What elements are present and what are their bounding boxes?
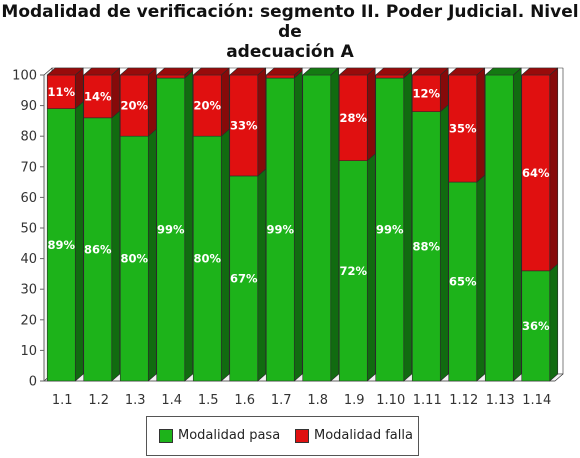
data-label-pasa: 89% — [47, 238, 75, 252]
data-label-falla: 28% — [339, 111, 367, 125]
bar-segment-pasa-side — [549, 263, 559, 382]
data-label-falla: 14% — [84, 89, 112, 103]
x-tick-label: 1.3 — [125, 393, 146, 408]
bar-segment-pasa-side — [293, 70, 303, 382]
x-tick-label: 1.6 — [234, 393, 255, 408]
bar-segment-falla-top — [265, 67, 303, 76]
bar-segment-pasa-top — [302, 67, 340, 76]
bar-segment-pasa-side — [439, 104, 449, 382]
bar-segment-falla-side — [147, 67, 157, 137]
bar-segment-falla-top — [448, 67, 486, 76]
bar-segment-falla-side — [439, 67, 449, 113]
x-tick-label: 1.7 — [271, 393, 292, 408]
bar-segment-pasa-side — [147, 128, 157, 382]
bar-segment-pasa-side — [512, 67, 522, 382]
bar-segment-falla — [156, 74, 186, 79]
data-label-falla: 11% — [47, 85, 75, 99]
data-label-pasa: 67% — [230, 271, 258, 285]
bar-segment-falla-top — [411, 67, 449, 76]
y-tick-label: 10 — [20, 344, 37, 359]
bar-segment-falla-top — [119, 67, 157, 76]
y-tick-label: 60 — [20, 191, 37, 206]
bar-segment-falla-top — [338, 67, 376, 76]
y-tick-label: 80 — [20, 130, 37, 145]
y-tick-label: 50 — [20, 222, 37, 237]
data-label-falla: 12% — [412, 86, 440, 100]
bar-segment-pasa-side — [476, 174, 486, 382]
x-tick-label: 1.12 — [449, 393, 478, 408]
legend-swatch-pasa — [159, 429, 173, 443]
bar-segment-falla-top — [192, 67, 230, 76]
x-tick-label: 1.4 — [161, 393, 182, 408]
data-label-pasa: 72% — [339, 264, 367, 278]
bar-segment-pasa-side — [111, 110, 121, 382]
bar-segment-falla-top — [229, 67, 267, 76]
bar-segment-pasa-side — [330, 67, 340, 382]
data-label-pasa: 86% — [84, 242, 112, 256]
bar-segment-falla-top — [83, 67, 121, 76]
x-tick-label: 1.9 — [344, 393, 365, 408]
chart-title-line-2: adecuación A — [226, 42, 354, 62]
y-tick-label: 30 — [20, 283, 37, 298]
legend-label-falla: Modalidad falla — [314, 428, 413, 443]
x-tick-label: 1.1 — [52, 393, 73, 408]
data-label-falla: 20% — [193, 99, 221, 113]
legend-swatch-falla — [295, 429, 309, 443]
bar-segment-pasa-side — [257, 168, 267, 382]
data-label-falla: 64% — [522, 166, 550, 180]
y-tick-label: 0 — [29, 375, 37, 390]
bar-segment-falla-top — [156, 67, 194, 76]
data-label-pasa: 88% — [412, 239, 440, 253]
x-tick-label: 1.5 — [198, 393, 219, 408]
data-label-pasa: 65% — [449, 275, 477, 289]
bar-segment-falla-top — [521, 67, 559, 76]
legend: Modalidad pasa Modalidad falla — [146, 416, 419, 456]
bar-segment-falla-side — [549, 67, 559, 272]
bar-segment-falla-side — [366, 67, 376, 161]
data-label-falla: 35% — [449, 122, 477, 136]
bar-segment-falla-side — [257, 67, 267, 177]
bar-segment-falla — [375, 74, 405, 79]
y-tick-label: 100 — [12, 69, 37, 84]
data-label-pasa: 99% — [157, 223, 185, 237]
x-tick-label: 1.8 — [307, 393, 328, 408]
bar-segment-pasa — [302, 74, 332, 382]
bar-segment-pasa-side — [220, 128, 230, 382]
data-label-pasa: 36% — [522, 319, 550, 333]
bar-segment-pasa-side — [366, 153, 376, 382]
data-label-pasa: 80% — [193, 252, 221, 266]
bar-segment-pasa-top — [484, 67, 522, 76]
bar-segment-falla-top — [46, 67, 84, 76]
chart-title: Modalidad de verificación: segmento II. … — [0, 2, 580, 62]
data-label-falla: 20% — [120, 99, 148, 113]
legend-label-pasa: Modalidad pasa — [178, 428, 281, 443]
x-tick-label: 1.11 — [413, 393, 442, 408]
data-label-pasa: 80% — [120, 252, 148, 266]
y-tick-label: 90 — [20, 99, 37, 114]
x-tick-label: 1.2 — [88, 393, 109, 408]
bar-segment-falla — [265, 74, 295, 79]
bar-segment-pasa — [484, 74, 514, 382]
x-tick-label: 1.13 — [486, 393, 515, 408]
y-tick-label: 70 — [20, 160, 37, 175]
x-tick-label: 1.10 — [376, 393, 405, 408]
bar-segment-falla-side — [476, 67, 486, 183]
bar-segment-pasa-side — [184, 70, 194, 382]
bar-segment-pasa-side — [403, 70, 413, 382]
bar-segment-pasa-side — [74, 101, 84, 382]
data-label-pasa: 99% — [376, 223, 404, 237]
bar-segment-falla-side — [111, 67, 121, 119]
y-tick-label: 20 — [20, 313, 37, 328]
x-tick-label: 1.14 — [522, 393, 551, 408]
bar-segment-falla-side — [220, 67, 230, 137]
data-label-falla: 33% — [230, 118, 258, 132]
chart-title-line-1: Modalidad de verificación: segmento II. … — [1, 2, 579, 42]
y-tick-label: 40 — [20, 252, 37, 267]
data-label-pasa: 99% — [266, 223, 294, 237]
bar-segment-falla-top — [375, 67, 413, 76]
